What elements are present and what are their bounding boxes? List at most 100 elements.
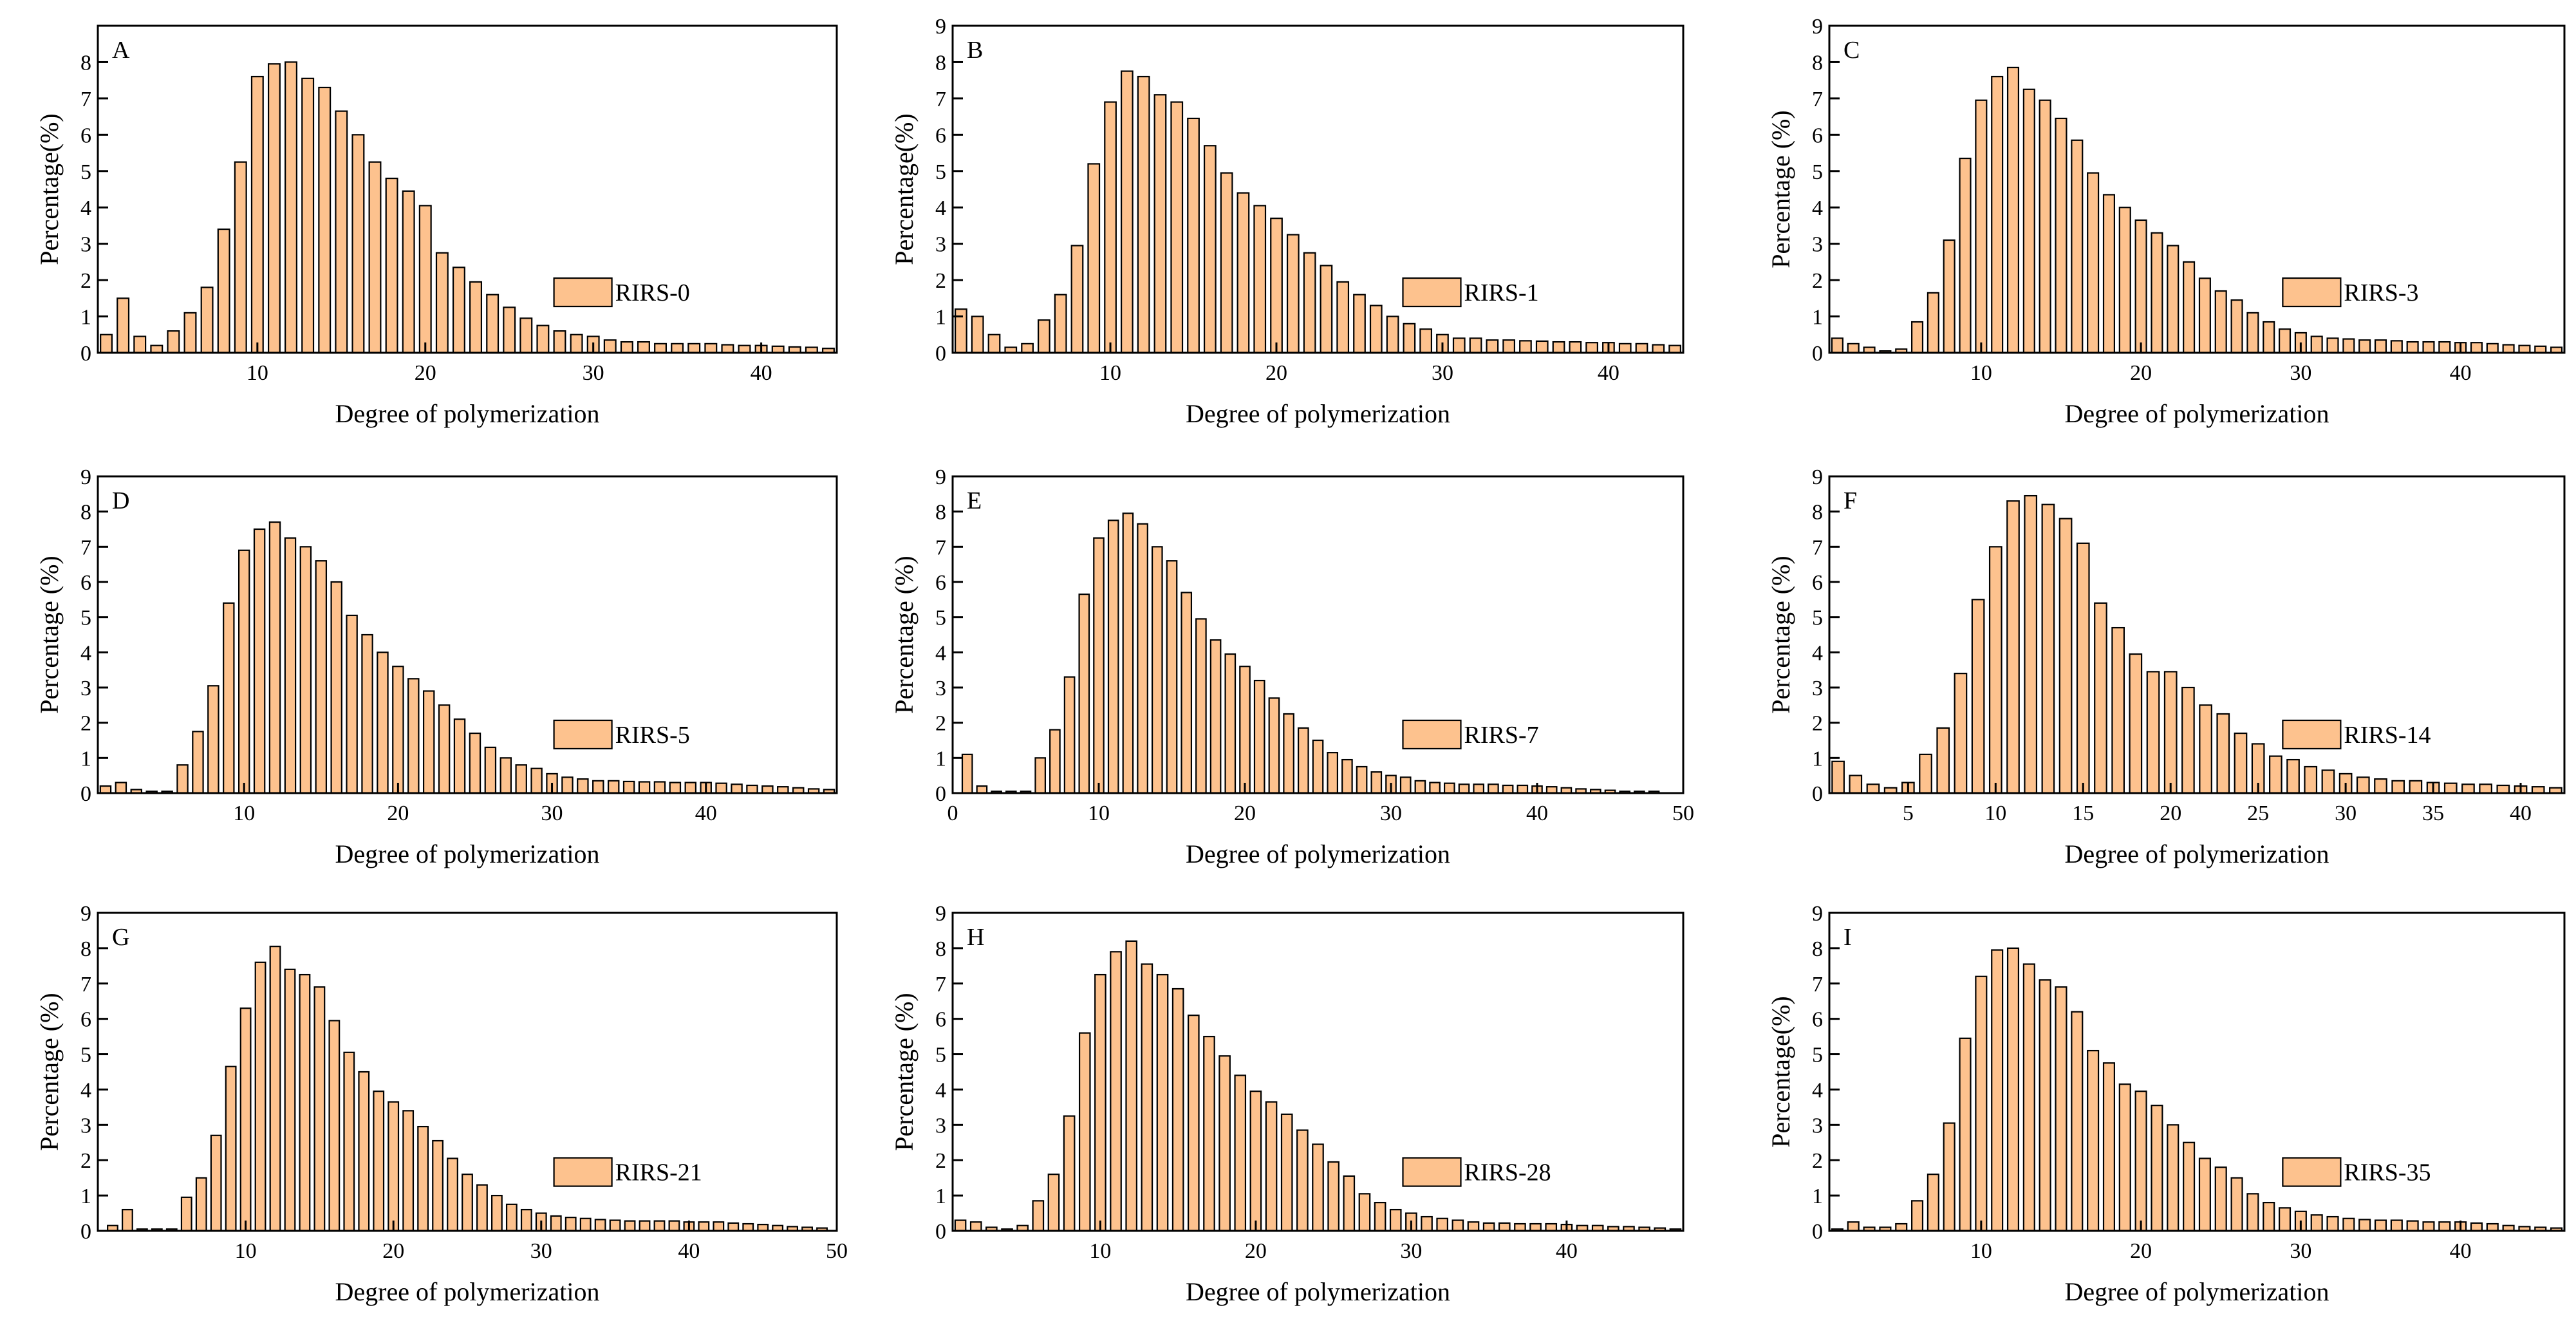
x-tick-label-a-10: 10 [247,361,268,385]
y-tick-label-b-0: 0 [935,342,946,366]
bar-a-dp-1 [100,333,113,354]
bar-g-dp-36 [624,1220,636,1232]
bar-d-dp-23 [438,704,451,794]
legend-label-e: RIRS-7 [1464,722,1539,749]
bar-h-dp-27 [1358,1193,1371,1232]
bar-g-dp-14 [299,973,311,1232]
legend-label-g: RIRS-21 [615,1159,702,1186]
bar-f-dp-31 [2356,776,2370,794]
y-tick-label-d-9: 9 [80,465,91,489]
y-tick-label-f-6: 6 [1812,571,1823,595]
bar-i-dp-42 [2486,1222,2499,1232]
bar-i-dp-35 [2374,1219,2387,1232]
bar-d-dp-2 [115,782,127,794]
y-tick-label-g-1: 1 [80,1184,91,1208]
bar-h-dp-26 [1343,1175,1356,1232]
x-axis-title-i: Degree of polymerization [2065,1277,2329,1306]
x-tick-label-a-20: 20 [415,361,436,385]
bar-a-dp-5 [167,330,180,354]
bar-g-dp-21 [402,1110,415,1232]
bar-i-dp-23 [2183,1141,2196,1232]
bar-a-dp-38 [721,344,734,354]
bar-f-dp-10 [1988,546,2002,794]
bar-h-dp-31 [1421,1215,1433,1232]
bar-i-dp-17 [2087,1049,2100,1232]
bar-i-dp-11 [1991,949,2004,1232]
x-tick-label-d-10: 10 [233,801,255,825]
bar-a-dp-37 [704,342,718,354]
bar-f-dp-17 [2111,626,2125,794]
bar-f-dp-3 [1866,783,1880,794]
bar-h-dp-39 [1545,1222,1558,1232]
bar-e-dp-10 [1093,537,1105,794]
y-tick-label-e-1: 1 [935,747,946,771]
bar-h-dp-34 [1467,1221,1480,1232]
legend-swatch-a [553,277,613,308]
bar-a-dp-15 [335,110,348,354]
bar-d-dp-41 [715,782,727,794]
panel-letter-e: E [967,487,982,514]
bar-h-dp-6 [1032,1200,1045,1232]
bar-g-dp-6 [180,1196,192,1232]
bar-i-dp-38 [2422,1221,2435,1232]
bar-i-dp-41 [2470,1222,2483,1232]
bar-e-dp-29 [1370,771,1383,794]
bar-h-dp-14 [1156,973,1169,1232]
bar-d-dp-42 [731,783,743,794]
y-tick-label-f-5: 5 [1812,606,1823,630]
x-tick-label-e-0: 0 [947,801,958,825]
y-tick-label-b-6: 6 [935,124,946,147]
y-tick-label-e-3: 3 [935,677,946,700]
y-tick-label-b-2: 2 [935,269,946,293]
y-tick-label-d-7: 7 [80,536,91,559]
bar-i-dp-29 [2279,1207,2291,1232]
y-tick-label-h-6: 6 [935,1008,946,1032]
bar-e-dp-35 [1458,783,1470,794]
bar-i-dp-8 [1943,1122,1955,1232]
bar-e-dp-37 [1488,783,1499,794]
bar-h-dp-24 [1312,1143,1324,1232]
bar-g-dp-11 [254,961,266,1232]
x-axis-title-c: Degree of polymerization [2065,399,2329,428]
bar-f-dp-24 [2234,732,2248,794]
bar-h-dp-28 [1374,1201,1386,1232]
bar-e-dp-1 [961,753,973,794]
legend-label-f: RIRS-14 [2344,722,2431,749]
y-tick-label-a-5: 5 [80,160,91,184]
bar-i-dp-31 [2310,1214,2323,1232]
bar-a-dp-34 [654,342,667,354]
bar-c-dp-35 [2374,339,2387,354]
bar-b-dp-25 [1353,294,1366,354]
bar-c-dp-26 [2230,299,2243,354]
legend-swatch-h [1402,1157,1462,1187]
y-tick-label-i-7: 7 [1812,973,1823,997]
x-tick-label-f-5: 5 [1903,801,1914,825]
bar-a-dp-23 [469,281,483,354]
panel-f: 0 1 2 3 4 5 6 7 8 9 5 10 15 20 25 30 35 40 F RIRS-14 Degree … [1766,465,2566,868]
bar-b-dp-38 [1569,341,1582,354]
bar-b-dp-44 [1668,344,1681,354]
x-axis-title-e: Degree of polymerization [1186,839,1450,868]
bar-a-dp-13 [301,77,315,354]
bar-f-dp-12 [2024,494,2038,794]
legend-label-b: RIRS-1 [1464,279,1539,306]
y-axis-title-d: Percentage (%) [35,556,64,713]
plot-frame-d [97,475,838,794]
bar-g-dp-19 [373,1091,385,1232]
x-tick-label-i-10: 10 [1970,1239,1992,1263]
bar-f-dp-19 [2146,671,2160,794]
bar-d-dp-32 [577,778,589,794]
bar-i-dp-9 [1959,1037,1972,1232]
x-tick-label-h-40: 40 [1556,1239,1578,1263]
bar-c-dp-13 [2022,88,2035,354]
bar-h-dp-13 [1141,963,1153,1232]
x-axis-title-a: Degree of polymerization [335,399,600,428]
bar-e-dp-24 [1297,727,1309,794]
x-tick-label-c-10: 10 [1970,361,1992,385]
bar-e-dp-8 [1063,676,1076,794]
bar-h-dp-20 [1249,1091,1262,1232]
y-tick-label-e-0: 0 [935,782,946,806]
bar-e-dp-27 [1341,758,1353,794]
panel-letter-c: C [1843,37,1860,64]
y-tick-label-g-7: 7 [80,973,91,997]
